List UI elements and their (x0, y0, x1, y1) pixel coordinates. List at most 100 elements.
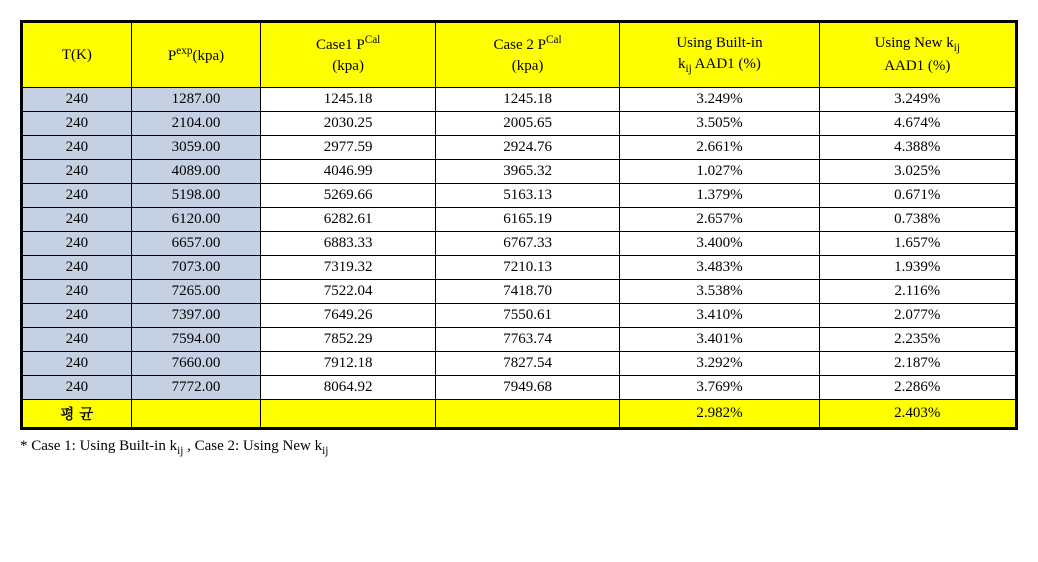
cell-case1-pcal: 7649.26 (261, 304, 435, 328)
cell-p-exp: 7265.00 (131, 280, 261, 304)
cell-case2-pcal: 7827.54 (435, 352, 619, 376)
cell-case1-pcal: 6883.33 (261, 232, 435, 256)
cell-new-aad: 2.077% (819, 304, 1016, 328)
cell-p-exp: 5198.00 (131, 184, 261, 208)
cell-p-exp: 7660.00 (131, 352, 261, 376)
table-row: 2407772.008064.927949.683.769%2.286% (22, 376, 1017, 400)
cell-new-aad: 2.235% (819, 328, 1016, 352)
col-header-case1-pcal: Case1 PCal(kpa) (261, 22, 435, 88)
table-row: 2407660.007912.187827.543.292%2.187% (22, 352, 1017, 376)
col-header-p-exp: Pexp(kpa) (131, 22, 261, 88)
cell-new-aad: 2.286% (819, 376, 1016, 400)
table-average-row: 평 균 2.982%2.403% (22, 400, 1017, 429)
cell-new-aad: 0.738% (819, 208, 1016, 232)
cell-new-aad: 4.388% (819, 136, 1016, 160)
cell-temperature: 240 (22, 208, 132, 232)
cell-new-aad: 1.939% (819, 256, 1016, 280)
col-header-new-aad: Using New kijAAD1 (%) (819, 22, 1016, 88)
cell-case1-pcal: 5269.66 (261, 184, 435, 208)
cell-case2-pcal: 6165.19 (435, 208, 619, 232)
cell-new-aad: 3.249% (819, 88, 1016, 112)
cell-new-aad: 3.025% (819, 160, 1016, 184)
cell-case2-pcal: 1245.18 (435, 88, 619, 112)
cell-case1-pcal: 7852.29 (261, 328, 435, 352)
cell-case2-pcal: 7763.74 (435, 328, 619, 352)
avg-empty (435, 400, 619, 429)
cell-builtin-aad: 2.657% (620, 208, 819, 232)
col-header-temperature: T(K) (22, 22, 132, 88)
cell-temperature: 240 (22, 280, 132, 304)
cell-new-aad: 0.671% (819, 184, 1016, 208)
cell-case2-pcal: 5163.13 (435, 184, 619, 208)
cell-p-exp: 1287.00 (131, 88, 261, 112)
cell-case1-pcal: 7912.18 (261, 352, 435, 376)
cell-case1-pcal: 2977.59 (261, 136, 435, 160)
col-header-builtin-aad: Using Built-inkij AAD1 (%) (620, 22, 819, 88)
cell-temperature: 240 (22, 136, 132, 160)
cell-p-exp: 7772.00 (131, 376, 261, 400)
avg-empty (261, 400, 435, 429)
cell-builtin-aad: 3.410% (620, 304, 819, 328)
cell-case1-pcal: 2030.25 (261, 112, 435, 136)
cell-p-exp: 3059.00 (131, 136, 261, 160)
cell-case2-pcal: 7550.61 (435, 304, 619, 328)
avg-builtin-aad: 2.982% (620, 400, 819, 429)
cell-temperature: 240 (22, 328, 132, 352)
cell-case2-pcal: 2005.65 (435, 112, 619, 136)
table-row: 2407594.007852.297763.743.401%2.235% (22, 328, 1017, 352)
cell-p-exp: 7594.00 (131, 328, 261, 352)
cell-case1-pcal: 1245.18 (261, 88, 435, 112)
cell-temperature: 240 (22, 232, 132, 256)
cell-p-exp: 6120.00 (131, 208, 261, 232)
cell-temperature: 240 (22, 352, 132, 376)
cell-p-exp: 7073.00 (131, 256, 261, 280)
cell-builtin-aad: 1.379% (620, 184, 819, 208)
table-row: 2406657.006883.336767.333.400%1.657% (22, 232, 1017, 256)
table-row: 2407265.007522.047418.703.538%2.116% (22, 280, 1017, 304)
table-body: 2401287.001245.181245.183.249%3.249%2402… (22, 88, 1017, 429)
cell-case2-pcal: 7210.13 (435, 256, 619, 280)
cell-new-aad: 4.674% (819, 112, 1016, 136)
cell-builtin-aad: 3.292% (620, 352, 819, 376)
cell-case2-pcal: 3965.32 (435, 160, 619, 184)
cell-case2-pcal: 7949.68 (435, 376, 619, 400)
cell-new-aad: 2.187% (819, 352, 1016, 376)
avg-empty (131, 400, 261, 429)
cell-temperature: 240 (22, 376, 132, 400)
cell-new-aad: 2.116% (819, 280, 1016, 304)
cell-builtin-aad: 3.483% (620, 256, 819, 280)
cell-p-exp: 6657.00 (131, 232, 261, 256)
table-header: T(K) Pexp(kpa) Case1 PCal(kpa) Case 2 PC… (22, 22, 1017, 88)
data-table-container: T(K) Pexp(kpa) Case1 PCal(kpa) Case 2 PC… (20, 20, 1018, 457)
cell-temperature: 240 (22, 160, 132, 184)
cell-case1-pcal: 4046.99 (261, 160, 435, 184)
table-row: 2401287.001245.181245.183.249%3.249% (22, 88, 1017, 112)
cell-builtin-aad: 1.027% (620, 160, 819, 184)
cell-builtin-aad: 3.401% (620, 328, 819, 352)
col-header-case2-pcal: Case 2 PCal(kpa) (435, 22, 619, 88)
table-row: 2404089.004046.993965.321.027%3.025% (22, 160, 1017, 184)
cell-temperature: 240 (22, 304, 132, 328)
cell-new-aad: 1.657% (819, 232, 1016, 256)
avg-new-aad: 2.403% (819, 400, 1016, 429)
table-row: 2406120.006282.616165.192.657%0.738% (22, 208, 1017, 232)
cell-case2-pcal: 6767.33 (435, 232, 619, 256)
cell-case1-pcal: 8064.92 (261, 376, 435, 400)
cell-builtin-aad: 2.661% (620, 136, 819, 160)
data-table: T(K) Pexp(kpa) Case1 PCal(kpa) Case 2 PC… (20, 20, 1018, 430)
table-row: 2407073.007319.327210.133.483%1.939% (22, 256, 1017, 280)
table-row: 2402104.002030.252005.653.505%4.674% (22, 112, 1017, 136)
cell-p-exp: 7397.00 (131, 304, 261, 328)
cell-builtin-aad: 3.538% (620, 280, 819, 304)
cell-p-exp: 2104.00 (131, 112, 261, 136)
cell-case1-pcal: 7522.04 (261, 280, 435, 304)
cell-temperature: 240 (22, 88, 132, 112)
cell-temperature: 240 (22, 256, 132, 280)
cell-case1-pcal: 7319.32 (261, 256, 435, 280)
table-row: 2403059.002977.592924.762.661%4.388% (22, 136, 1017, 160)
cell-builtin-aad: 3.769% (620, 376, 819, 400)
cell-temperature: 240 (22, 184, 132, 208)
table-row: 2405198.005269.665163.131.379%0.671% (22, 184, 1017, 208)
cell-builtin-aad: 3.400% (620, 232, 819, 256)
avg-label: 평 균 (22, 400, 132, 429)
